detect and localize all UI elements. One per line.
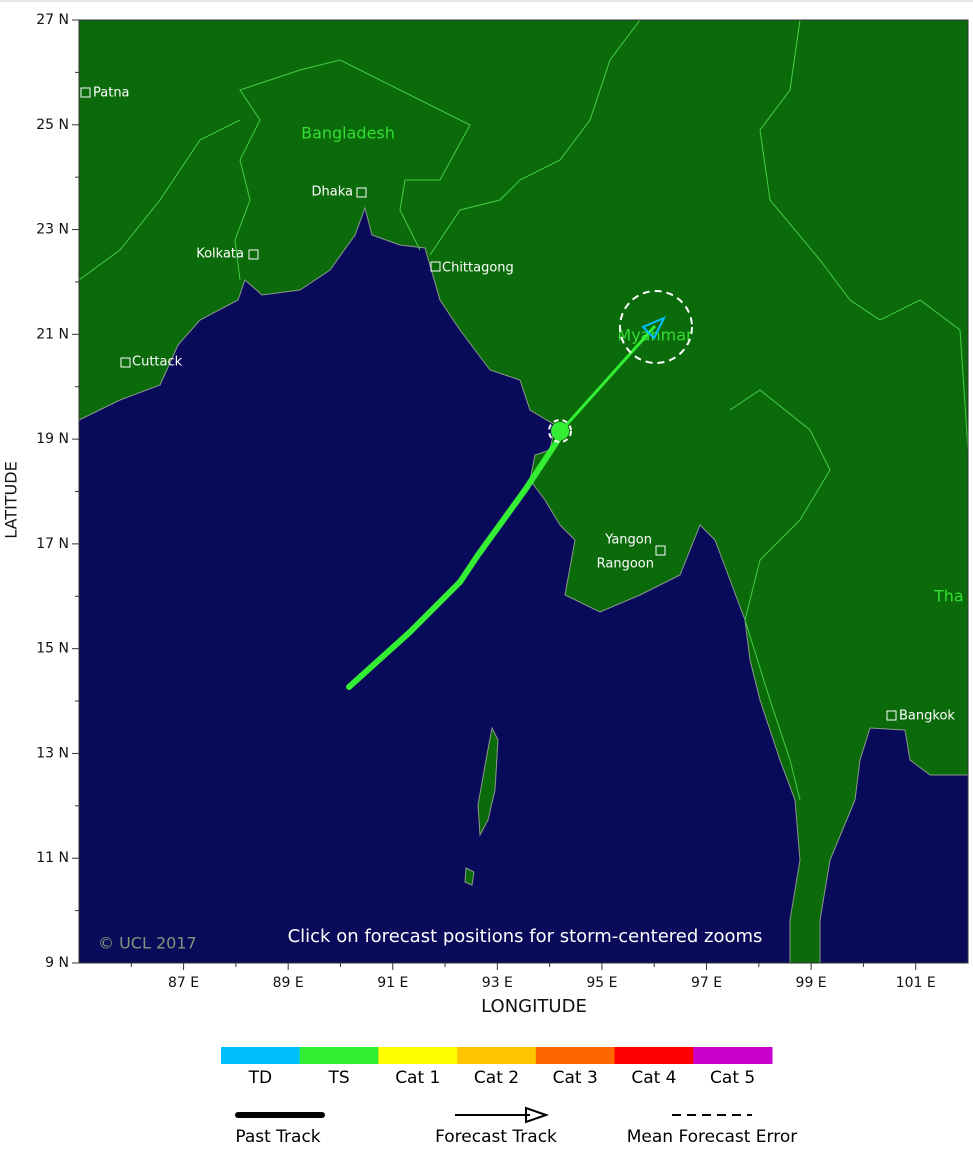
city-marker: [356, 187, 367, 198]
y-tick-label: 25 N: [36, 117, 69, 133]
category-swatch: [221, 1047, 301, 1064]
x-tick-label: 87 E: [168, 975, 199, 991]
category-swatch: [378, 1047, 458, 1064]
category-label: Cat 5: [710, 1068, 755, 1088]
city-marker: [120, 357, 131, 368]
city-marker: [430, 261, 441, 272]
country-border: [759, 19, 969, 451]
city-label: Patna: [93, 86, 130, 101]
city-marker: [80, 87, 91, 98]
y-tick-label: 23 N: [36, 222, 69, 238]
forecast-arrowhead[interactable]: [641, 316, 667, 340]
category-swatch: [614, 1047, 694, 1064]
city-label: Dhaka: [312, 185, 353, 200]
y-tick-label: 11 N: [36, 850, 69, 866]
legend-label: Past Track: [235, 1127, 320, 1147]
forecast-error-circle: [619, 290, 693, 364]
x-axis-label: LONGITUDE: [481, 996, 587, 1017]
category-swatch: [457, 1047, 537, 1064]
x-tick-label: 91 E: [377, 975, 408, 991]
category-label: TS: [327, 1068, 349, 1088]
track-legend: Past Track Forecast Track Mean Forecast …: [235, 1106, 798, 1147]
country-border: [729, 389, 831, 801]
legend-label: Forecast Track: [435, 1127, 557, 1147]
city-label: Rangoon: [597, 557, 654, 572]
category-label: Cat 2: [474, 1068, 519, 1088]
x-tick-label: 95 E: [586, 975, 617, 991]
y-axis-label: LATITUDE: [2, 461, 21, 538]
city-label: Cuttack: [132, 355, 183, 370]
y-tick-label: 27 N: [36, 12, 69, 28]
category-swatch: [299, 1047, 379, 1064]
country-label: Bangladesh: [301, 124, 395, 143]
city-label: Kolkata: [196, 247, 244, 262]
forecast-position[interactable]: [551, 422, 569, 440]
forecast-arrow-symbol: [525, 1106, 550, 1124]
country-border: [429, 19, 641, 256]
legend-label: Mean Forecast Error: [627, 1127, 798, 1147]
city-marker: [248, 249, 259, 260]
y-tick-label: 13 N: [36, 745, 69, 761]
storm-track[interactable]: [346, 290, 693, 690]
country-label: Tha: [933, 587, 964, 606]
x-tick-label: 101 E: [896, 975, 936, 991]
country-border: [78, 119, 241, 281]
category-label: Cat 3: [553, 1068, 598, 1088]
past-track: [346, 437, 561, 690]
map-note: Click on forecast positions for storm-ce…: [288, 926, 763, 947]
x-tick-label: 99 E: [796, 975, 827, 991]
forecast-error-circle: [548, 419, 572, 443]
x-tick-label: 93 E: [482, 975, 513, 991]
forecast-track: [558, 324, 657, 434]
y-tick-label: 17 N: [36, 536, 69, 552]
y-tick-label: 9 N: [45, 955, 69, 971]
x-tick-label: 97 E: [691, 975, 722, 991]
category-label: TD: [248, 1068, 272, 1088]
y-tick-label: 21 N: [36, 326, 69, 342]
category-label: Cat 1: [395, 1068, 440, 1088]
city-label: Chittagong: [442, 261, 514, 276]
y-tick-label: 15 N: [36, 641, 69, 657]
category-legend: TD TS Cat 1 Cat 2 Cat 3 Cat 4 Cat 5: [221, 1047, 773, 1088]
y-tick-label: 19 N: [36, 431, 69, 447]
city-marker: [655, 545, 666, 556]
ocean: [78, 206, 801, 964]
city-label: Bangkok: [899, 709, 955, 724]
category-swatch: [693, 1047, 773, 1064]
andaman-islands: [464, 726, 499, 886]
category-swatch: [535, 1047, 616, 1064]
copyright: © UCL 2017: [98, 934, 197, 953]
category-label: Cat 4: [631, 1068, 676, 1088]
city-label: Yangon: [604, 533, 652, 548]
cities: Patna Dhaka Kolkata Chittagong Cuttack Y…: [80, 86, 955, 724]
city-marker: [886, 710, 897, 721]
x-tick-label: 89 E: [273, 975, 304, 991]
country-border: [234, 59, 471, 281]
axes: 9 N 11 N 13 N 15 N 17 N 19 N 21 N 23 N 25 N 27 N 8…: [36, 12, 969, 991]
